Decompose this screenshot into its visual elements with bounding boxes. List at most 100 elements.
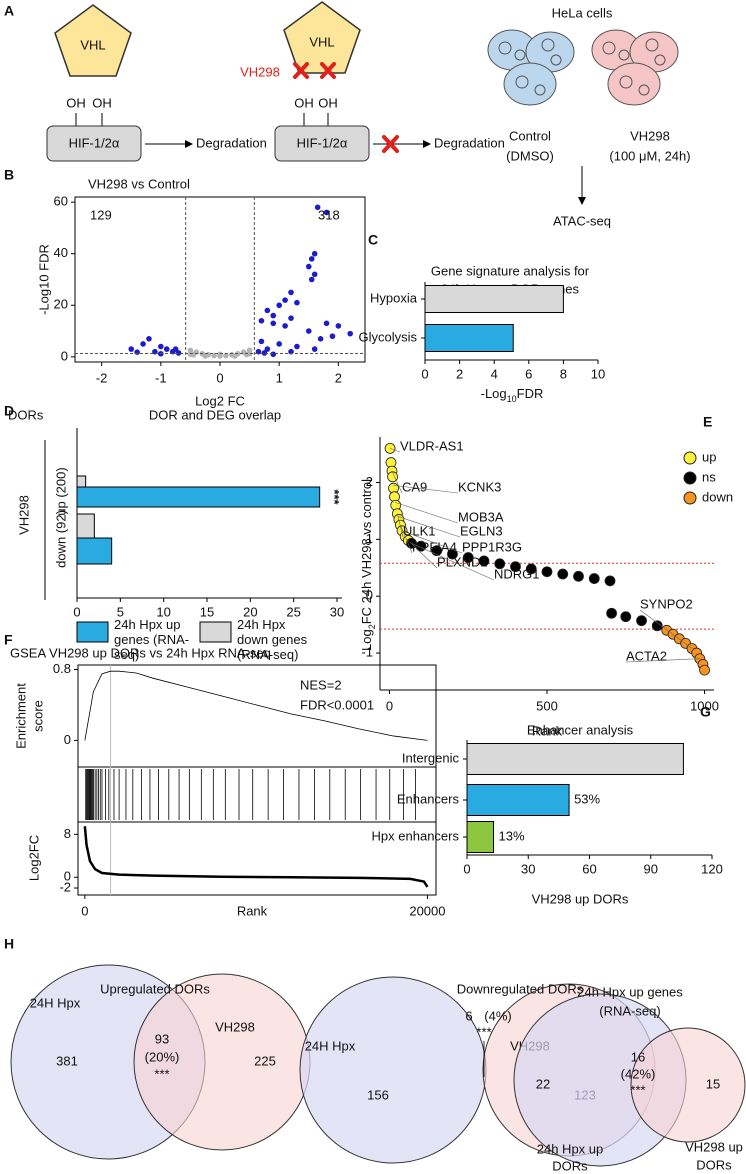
group-label: VH298: [16, 495, 31, 535]
vhl-label: VHL: [80, 37, 105, 52]
set-count: 22: [536, 1076, 550, 1091]
point: [347, 330, 354, 337]
point: [288, 289, 294, 296]
chart-title: Gene signature analysis for: [431, 263, 590, 278]
gene-label: ULK1: [403, 523, 436, 538]
point: [329, 333, 336, 340]
category-label: Hypoxia: [370, 290, 418, 305]
point: [140, 341, 146, 347]
gene-label: SYNPO2: [640, 596, 693, 611]
cell-cluster: [487, 29, 575, 106]
block-mark: [382, 135, 399, 153]
panel-label: B: [4, 167, 14, 183]
chart-title: VH298 vs Control: [88, 176, 190, 191]
cells-title: HeLa cells: [552, 5, 613, 20]
condition-label: Control: [509, 128, 551, 143]
y-axis-label-part: Log: [359, 629, 374, 651]
point: [294, 299, 300, 306]
point: [525, 563, 537, 575]
set-label: 24h Hpx up: [537, 1141, 604, 1156]
outcome-label: Degradation: [196, 135, 267, 150]
oh-label: OH: [92, 95, 112, 110]
bar: [424, 324, 514, 352]
stat-label: FDR<0.0001: [300, 697, 374, 712]
point: [317, 335, 324, 342]
point: [323, 209, 330, 216]
enrichment-curve: [84, 670, 428, 741]
leader-line: [625, 658, 700, 663]
gene-label: ACTA2: [626, 648, 667, 663]
venn-title: Downregulated DORs: [457, 981, 584, 996]
point: [620, 611, 632, 623]
legend-label: up: [702, 449, 716, 464]
y-tick-label: 20: [54, 297, 68, 312]
point: [282, 297, 288, 303]
point: [323, 320, 330, 327]
x-tick-label: 20000: [409, 903, 445, 918]
point: [202, 353, 209, 359]
x-tick-label: 0: [73, 604, 80, 619]
point: [294, 343, 300, 350]
point: [557, 568, 569, 580]
chart-title: GSEA VH298 up DORs vs 24h Hpx RNA-seq: [10, 645, 271, 660]
category-label: up (200): [53, 467, 68, 515]
point: [604, 575, 616, 587]
x-tick-label: 1000: [690, 698, 719, 713]
x-axis-label: VH298 up DORs: [532, 891, 629, 906]
gene-label: CA9: [402, 479, 427, 494]
panel-label: H: [4, 936, 14, 952]
gene-label: PPFIA4: [412, 539, 457, 554]
vhl-label: VHL: [309, 34, 334, 49]
point: [588, 573, 600, 584]
condition-label: (100 μM, 24h): [609, 148, 690, 163]
leader-line: [411, 543, 495, 581]
x-tick-label: 2: [456, 366, 463, 381]
panel-label: A: [4, 3, 14, 19]
x-tick-label: 500: [536, 698, 558, 713]
outcome-label: Degradation: [434, 135, 505, 150]
leader-line: [400, 525, 413, 554]
scheme-native: VHL OH OH HIF-1/2α Degradation: [46, 4, 267, 162]
point: [651, 620, 663, 632]
overlap-count: 6: [465, 1008, 472, 1023]
drug-label: VH298: [240, 64, 280, 79]
y-tick-label: 0: [366, 588, 373, 603]
x-tick-label: 10: [591, 366, 605, 381]
x-tick-label: 120: [701, 861, 723, 876]
x-axis-label: Log2 FC: [195, 393, 245, 408]
point: [606, 607, 617, 619]
x-axis-label: -Log10FDR: [481, 386, 544, 404]
gene-label: NDRG1: [494, 566, 540, 581]
gene-label: PLXND1: [437, 554, 488, 569]
leader-line: [391, 470, 403, 494]
set-label: DORs: [696, 1157, 732, 1172]
point: [146, 335, 152, 342]
point: [305, 263, 312, 270]
point: [163, 346, 170, 352]
share-label: 13%: [499, 828, 525, 843]
point: [276, 341, 282, 347]
x-tick-label: 5: [117, 604, 124, 619]
assay-label: ATAC-seq: [553, 213, 611, 228]
condition-label: VH298: [630, 128, 670, 143]
legend-swatch: [683, 471, 697, 485]
x-axis-label: Rank: [532, 723, 563, 738]
bar: [466, 784, 570, 816]
overlap-count: 93: [155, 1031, 169, 1046]
y-tick-label: 2: [366, 474, 373, 489]
venn-set: [299, 976, 487, 1164]
venn-title: Upregulated DORs: [100, 981, 210, 996]
legend-label: 24h Hpx down genes (RNA-seq): [237, 617, 308, 662]
ranked-curve: [83, 826, 429, 888]
y-axis-label: -Log10 FDR: [36, 244, 51, 315]
point: [261, 350, 268, 356]
point: [158, 343, 164, 350]
bar: [424, 285, 564, 313]
significance: ***: [630, 1082, 645, 1097]
y-tick-label: 0: [61, 348, 68, 363]
x-tick-label: 0: [81, 903, 88, 918]
point: [187, 351, 194, 358]
plot-frame: [77, 766, 437, 823]
point: [282, 323, 288, 329]
